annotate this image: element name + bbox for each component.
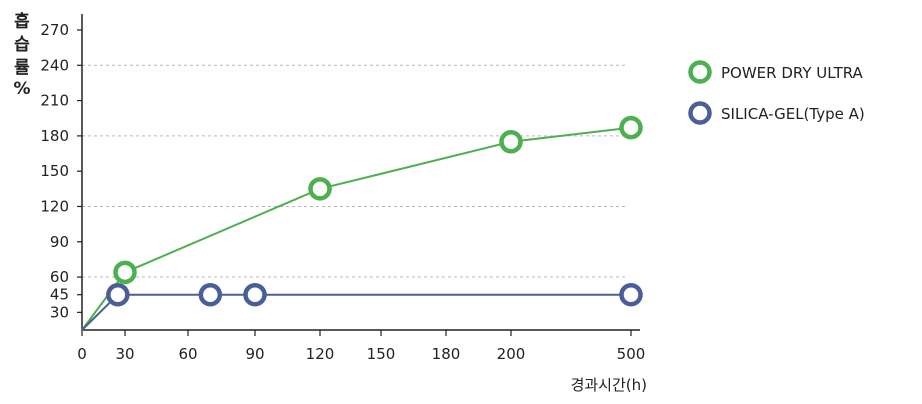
x-tick-label: 60 xyxy=(178,345,197,363)
legend-marker xyxy=(688,101,712,125)
y-tick-label: 270 xyxy=(40,21,69,39)
legend-label: SILICA-GEL(Type A) xyxy=(721,105,865,123)
x-tick-label: 180 xyxy=(432,345,461,363)
legend-label: POWER DRY ULTRA xyxy=(721,64,864,82)
y-tick-label: 30 xyxy=(50,303,69,321)
x-axis-label: 경과시간(h) xyxy=(571,376,647,394)
y-tick-label: 150 xyxy=(40,162,69,180)
y-axis-label: 흡습률% xyxy=(13,11,30,99)
series-1-point xyxy=(198,282,223,307)
series-1-point xyxy=(619,282,643,307)
y-axis-label-char: 률 xyxy=(14,58,30,78)
y-tick-label: 90 xyxy=(50,233,69,251)
y-axis-label-char: % xyxy=(13,79,30,99)
gridlines xyxy=(82,64,628,278)
x-ticks: 0 30 60 90 120 150 180 200 500 xyxy=(77,330,645,363)
x-tick-label: 30 xyxy=(115,345,134,363)
y-tick-label: 180 xyxy=(40,127,69,145)
x-tick-label: 200 xyxy=(497,345,526,363)
y-axis-label-char: 흡 xyxy=(14,11,30,32)
y-tick-label: 120 xyxy=(40,197,69,215)
series-0-point xyxy=(499,130,523,154)
x-tick-label: 0 xyxy=(77,345,87,363)
series-1-point xyxy=(106,282,130,307)
legend-marker xyxy=(688,60,712,84)
y-tick-label: 60 xyxy=(50,268,69,286)
series-0-point xyxy=(619,115,643,140)
series-0-point xyxy=(113,260,137,285)
x-tick-label: 500 xyxy=(617,345,646,363)
x-tick-label: 120 xyxy=(306,345,335,363)
legend: POWER DRY ULTRA SILICA-GEL(Type A) xyxy=(688,60,865,125)
series-1-point xyxy=(243,282,267,307)
y-tick-label: 45 xyxy=(50,286,69,304)
x-tick-label: 90 xyxy=(245,345,264,363)
series xyxy=(81,115,643,331)
series-line-1 xyxy=(81,293,631,331)
series-line-0 xyxy=(81,126,632,331)
y-tick-label: 240 xyxy=(40,56,69,74)
axes xyxy=(81,14,640,331)
y-axis-label-char: 습 xyxy=(14,35,30,55)
x-tick-label: 150 xyxy=(367,345,396,363)
y-tick-label: 210 xyxy=(40,92,69,110)
series-0-point xyxy=(308,177,332,201)
